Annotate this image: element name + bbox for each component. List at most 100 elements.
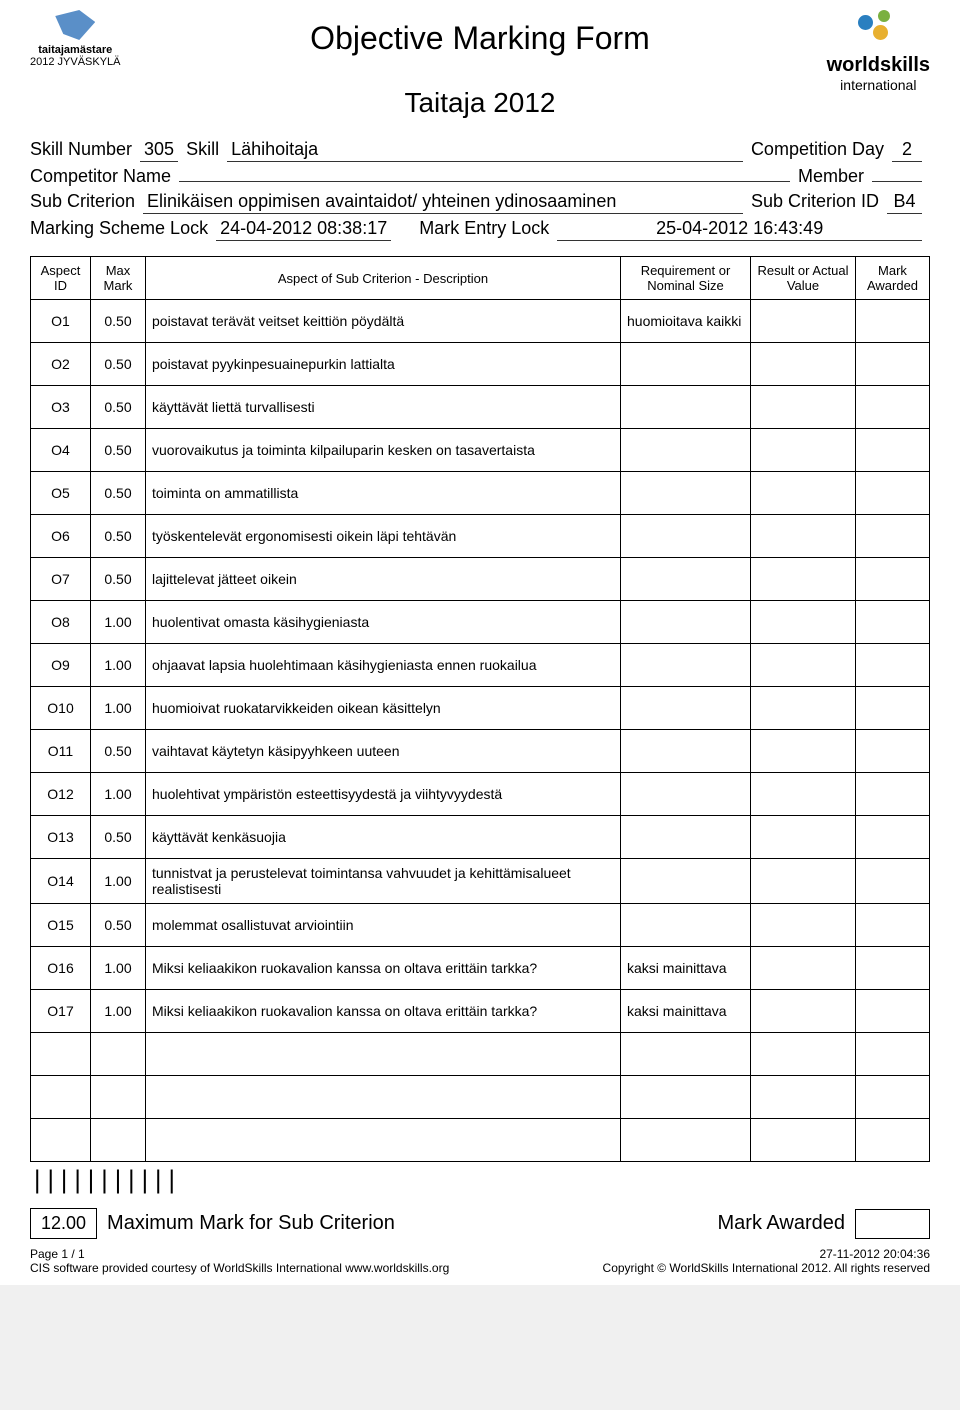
- cell-description: työskentelevät ergonomisesti oikein läpi…: [145, 515, 620, 557]
- cell-result: [750, 904, 855, 946]
- cell-aspect-id: O3: [30, 386, 90, 428]
- cell-aspect-id: O5: [30, 472, 90, 514]
- cell-mark-awarded: [855, 816, 930, 858]
- cell-result: [750, 386, 855, 428]
- col-aspect-id: Aspect ID: [30, 257, 90, 299]
- sub-criterion-label: Sub Criterion: [30, 191, 135, 212]
- cell-mark-awarded: [855, 558, 930, 600]
- cell-result: [750, 472, 855, 514]
- mark-entry-lock-label: Mark Entry Lock: [419, 218, 549, 239]
- info-row-skill: Skill Number 305 Skill Lähihoitaja Compe…: [30, 139, 930, 162]
- info-block: Skill Number 305 Skill Lähihoitaja Compe…: [30, 139, 930, 241]
- page-footer: Page 1 / 1 27-11-2012 20:04:36: [30, 1247, 930, 1261]
- cell-description: käyttävät liettä turvallisesti: [145, 386, 620, 428]
- cell-max-mark: 1.00: [90, 601, 145, 643]
- cell-requirement: huomioitava kaikki: [620, 300, 750, 342]
- cell-aspect-id: O11: [30, 730, 90, 772]
- cell-mark-awarded: [855, 904, 930, 946]
- page-title: Objective Marking Form: [30, 20, 930, 57]
- competitor-name-label: Competitor Name: [30, 166, 171, 187]
- cell-mark-awarded: [855, 1033, 930, 1075]
- cell-result: [750, 429, 855, 471]
- member-value: [872, 180, 922, 182]
- cell-result: [750, 773, 855, 815]
- cell-mark-awarded: [855, 1076, 930, 1118]
- cell-requirement: [620, 859, 750, 903]
- cell-max-mark: 0.50: [90, 386, 145, 428]
- cell-aspect-id: O1: [30, 300, 90, 342]
- cell-aspect-id: [30, 1119, 90, 1161]
- competition-day-value: 2: [892, 139, 922, 162]
- cell-description: huolentivat omasta käsihygieniasta: [145, 601, 620, 643]
- table-row: O171.00Miksi keliaakikon ruokavalion kan…: [30, 990, 930, 1033]
- cell-mark-awarded: [855, 773, 930, 815]
- cell-result: [750, 816, 855, 858]
- skill-label: Skill: [186, 139, 219, 160]
- cell-max-mark: 0.50: [90, 730, 145, 772]
- competition-day-label: Competition Day: [751, 139, 884, 160]
- cell-mark-awarded: [855, 429, 930, 471]
- cell-mark-awarded: [855, 386, 930, 428]
- cell-requirement: [620, 601, 750, 643]
- cell-description: Miksi keliaakikon ruokavalion kanssa on …: [145, 947, 620, 989]
- cell-mark-awarded: [855, 990, 930, 1032]
- sub-criterion-id-value: B4: [887, 191, 922, 214]
- cell-aspect-id: O17: [30, 990, 90, 1032]
- cell-description: Miksi keliaakikon ruokavalion kanssa on …: [145, 990, 620, 1032]
- cell-description: huolehtivat ympäristön esteettisyydestä …: [145, 773, 620, 815]
- skill-value: Lähihoitaja: [227, 139, 743, 162]
- cell-description: [145, 1076, 620, 1118]
- table-header: Aspect ID Max Mark Aspect of Sub Criteri…: [30, 256, 930, 300]
- table-row: O70.50lajittelevat jätteet oikein: [30, 558, 930, 601]
- cell-result: [750, 730, 855, 772]
- cell-result: [750, 558, 855, 600]
- copyright-text: Copyright © WorldSkills International 20…: [603, 1261, 930, 1275]
- cell-max-mark: 1.00: [90, 687, 145, 729]
- info-row-locks: Marking Scheme Lock 24-04-2012 08:38:17 …: [30, 218, 930, 241]
- cell-result: [750, 1119, 855, 1161]
- cell-result: [750, 1076, 855, 1118]
- info-row-competitor: Competitor Name Member: [30, 166, 930, 187]
- cell-result: [750, 687, 855, 729]
- cell-description: ohjaavat lapsia huolehtimaan käsihygieni…: [145, 644, 620, 686]
- table-row: O130.50käyttävät kenkäsuojia: [30, 816, 930, 859]
- cell-mark-awarded: [855, 947, 930, 989]
- sub-criterion-value: Elinikäisen oppimisen avaintaidot/ yhtei…: [143, 191, 743, 214]
- table-row: O121.00huolehtivat ympäristön esteettisy…: [30, 773, 930, 816]
- info-row-sub-criterion: Sub Criterion Elinikäisen oppimisen avai…: [30, 191, 930, 214]
- cell-result: [750, 515, 855, 557]
- cell-max-mark: 1.00: [90, 644, 145, 686]
- cell-max-mark: 0.50: [90, 515, 145, 557]
- cell-requirement: [620, 687, 750, 729]
- cell-aspect-id: O16: [30, 947, 90, 989]
- col-description: Aspect of Sub Criterion - Description: [145, 257, 620, 299]
- table-row: O20.50poistavat pyykinpesuainepurkin lat…: [30, 343, 930, 386]
- cell-description: vaihtavat käytetyn käsipyyhkeen uuteen: [145, 730, 620, 772]
- cell-mark-awarded: [855, 601, 930, 643]
- cell-max-mark: 0.50: [90, 472, 145, 514]
- cell-result: [750, 990, 855, 1032]
- cell-aspect-id: O8: [30, 601, 90, 643]
- footer-timestamp: 27-11-2012 20:04:36: [819, 1247, 930, 1261]
- cell-aspect-id: O4: [30, 429, 90, 471]
- cell-result: [750, 601, 855, 643]
- total-max-label: Maximum Mark for Sub Criterion: [107, 1212, 717, 1235]
- cell-aspect-id: O7: [30, 558, 90, 600]
- cell-requirement: [620, 558, 750, 600]
- cell-mark-awarded: [855, 472, 930, 514]
- mark-awarded-box: [855, 1209, 930, 1239]
- cell-aspect-id: [30, 1033, 90, 1075]
- cell-max-mark: 0.50: [90, 300, 145, 342]
- cell-result: [750, 343, 855, 385]
- cell-requirement: [620, 386, 750, 428]
- cell-aspect-id: O13: [30, 816, 90, 858]
- cell-description: molemmat osallistuvat arviointiin: [145, 904, 620, 946]
- cell-mark-awarded: [855, 515, 930, 557]
- cell-requirement: [620, 429, 750, 471]
- cell-aspect-id: O12: [30, 773, 90, 815]
- cell-description: huomioivat ruokatarvikkeiden oikean käsi…: [145, 687, 620, 729]
- cell-result: [750, 947, 855, 989]
- col-result: Result or Actual Value: [750, 257, 855, 299]
- cell-max-mark: 0.50: [90, 904, 145, 946]
- total-max-value: 12.00: [30, 1208, 97, 1239]
